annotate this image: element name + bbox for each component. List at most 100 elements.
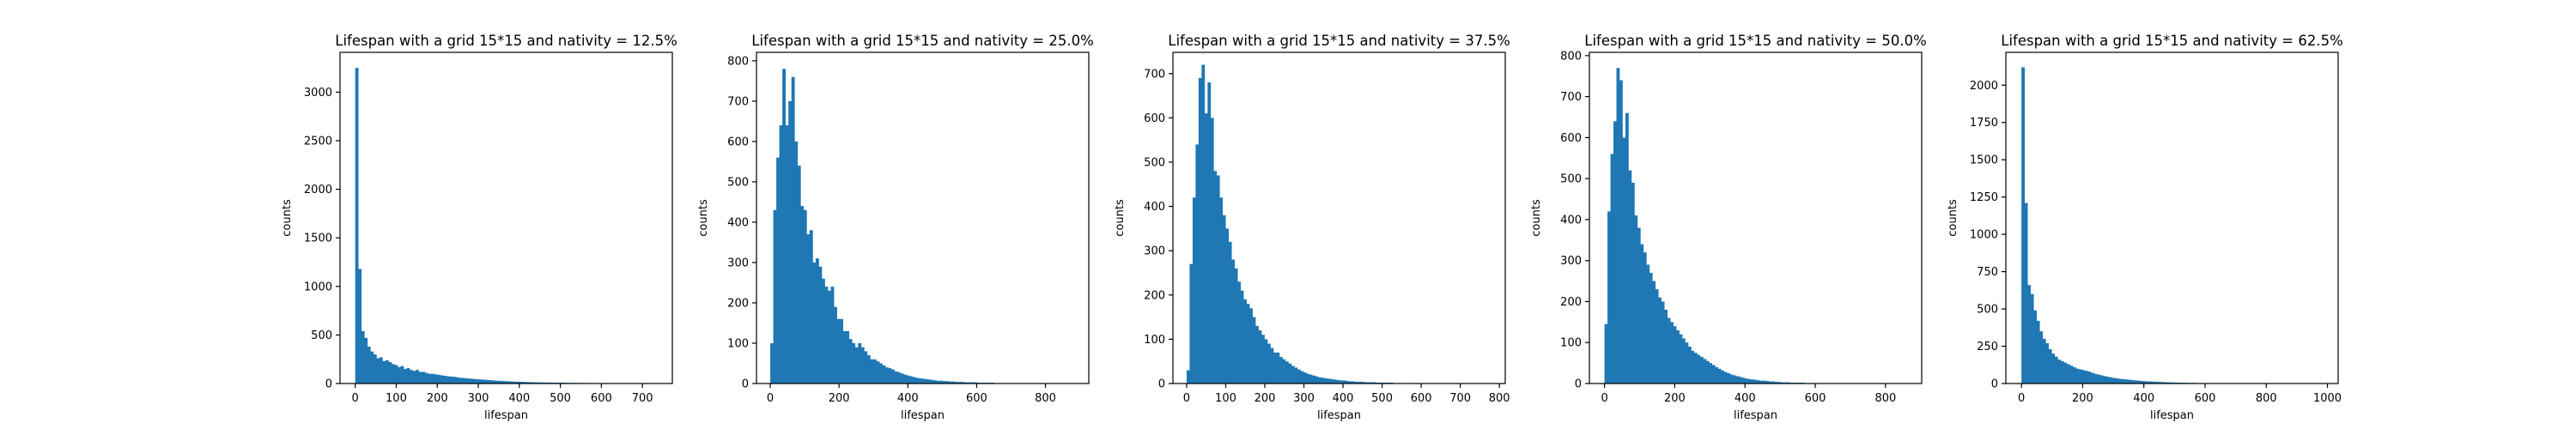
histogram-bar	[1306, 373, 1310, 384]
histogram-bar	[397, 366, 401, 384]
histogram-bar	[1339, 380, 1343, 384]
histogram-bar	[400, 366, 404, 384]
histogram-bar	[949, 381, 952, 384]
histogram-bar	[2099, 375, 2104, 384]
histogram-bar	[2105, 377, 2110, 384]
histogram-bar	[803, 209, 807, 384]
histogram-bar	[1351, 381, 1355, 384]
histogram-bar	[1729, 374, 1734, 384]
histogram-bar	[842, 330, 847, 384]
x-tick-label: 500	[1371, 392, 1393, 405]
histogram-bar	[1336, 379, 1340, 384]
histogram-bar	[1616, 68, 1620, 384]
histogram-bar	[1649, 273, 1653, 384]
histogram-bar	[2069, 366, 2074, 384]
y-tick-label: 0	[325, 378, 332, 391]
histogram-bar	[2081, 370, 2086, 384]
y-tick-label: 600	[1560, 132, 1582, 145]
histogram-bar	[406, 367, 410, 384]
histogram-bars	[355, 68, 659, 384]
histogram-bar	[800, 206, 805, 384]
histogram-bar	[834, 306, 837, 384]
histogram-bar	[1774, 382, 1778, 384]
histogram-bar	[870, 359, 874, 384]
histogram-bar	[448, 376, 453, 384]
histogram-bar	[770, 342, 774, 384]
histogram-bar	[391, 364, 395, 384]
axes-frame	[339, 51, 673, 384]
panel-title: Lifespan with a grid 15*15 and nativity …	[1168, 33, 1510, 49]
histogram-bar	[1625, 112, 1629, 384]
histogram-bar	[2145, 381, 2148, 384]
histogram-bar	[1267, 343, 1271, 384]
histogram-bar	[1234, 268, 1238, 384]
y-tick-label: 1500	[304, 233, 332, 245]
histogram-bar	[2021, 67, 2026, 384]
histogram-bars	[1186, 64, 1432, 384]
y-tick-label: 1250	[1970, 191, 1998, 204]
histogram-bar	[1610, 154, 1614, 384]
histogram-bar	[1213, 171, 1218, 384]
histogram-bar	[428, 373, 432, 384]
histogram-bar	[915, 378, 920, 384]
histogram-bar	[458, 378, 462, 384]
histogram-bar	[2078, 369, 2082, 384]
histogram-bar	[2051, 353, 2056, 384]
histogram-bar	[385, 360, 389, 384]
histogram-bar	[1658, 297, 1662, 384]
histogram-bar	[373, 354, 377, 384]
x-axis-label: lifespan	[1734, 409, 1777, 422]
histogram-bar	[1687, 347, 1692, 384]
y-tick-label: 1500	[1970, 154, 1998, 167]
histogram-bars	[2021, 67, 2260, 384]
histogram-bar	[1318, 377, 1322, 384]
histogram-bar	[442, 375, 447, 384]
histogram-bar	[1252, 317, 1256, 384]
histogram-bar	[527, 382, 532, 384]
histogram-bar	[1303, 372, 1307, 384]
histogram-bar	[1369, 382, 1373, 384]
histogram-bar	[918, 378, 922, 384]
histogram-bar	[410, 370, 413, 384]
y-axis-ticks: 0 250 500 750 1000 1250 1500 1750 2000	[1970, 80, 2006, 391]
y-tick-label: 600	[727, 136, 749, 148]
x-axis-label: lifespan	[2150, 409, 2194, 422]
histogram-bar	[1679, 334, 1683, 384]
histogram-bar	[1780, 382, 1784, 384]
y-tick-label: 800	[727, 55, 749, 68]
histogram-bar	[1682, 338, 1686, 384]
axes-frame	[756, 51, 1090, 384]
histogram-bar	[1327, 378, 1331, 384]
histogram-bar	[961, 382, 965, 384]
histogram-bar	[2057, 360, 2062, 384]
x-tick-label: 300	[1293, 392, 1315, 405]
histogram-bar	[2139, 380, 2142, 384]
histogram-bar	[1619, 80, 1623, 384]
histogram-bar	[1607, 211, 1611, 384]
y-tick-label: 1750	[1970, 117, 1998, 130]
histogram-bar	[848, 339, 853, 384]
x-tick-label: 0	[352, 392, 359, 405]
y-tick-label: 100	[727, 337, 749, 350]
histogram-bar	[854, 347, 859, 384]
axes-frame	[2005, 51, 2339, 384]
histogram-bar	[888, 368, 892, 384]
histogram-bar	[2172, 382, 2176, 384]
histogram-bar	[2042, 338, 2046, 384]
histogram-bar	[476, 379, 480, 384]
histogram-bar	[891, 369, 895, 384]
histogram-bar	[1243, 299, 1247, 384]
histogram-bar	[430, 373, 434, 384]
x-axis-ticks: 0 200 400 600 800 1000	[2018, 384, 2342, 405]
histogram-panel-5: 0 200 400 600 800 1000 0 250 500 750 1000 1250 1500 1…	[1947, 33, 2343, 422]
histogram-bar	[358, 269, 362, 384]
histogram-bar	[418, 372, 422, 384]
panel-title: Lifespan with a grid 15*15 and nativity …	[1584, 33, 1927, 49]
histogram-bar	[957, 382, 962, 384]
y-tick-label: 200	[1560, 296, 1582, 309]
y-axis-ticks: 0 100 200 300 400 500 600 700	[1144, 68, 1173, 391]
histogram-bar	[776, 157, 780, 384]
histogram-bar	[1210, 118, 1214, 384]
histogram-bar	[2129, 379, 2134, 384]
